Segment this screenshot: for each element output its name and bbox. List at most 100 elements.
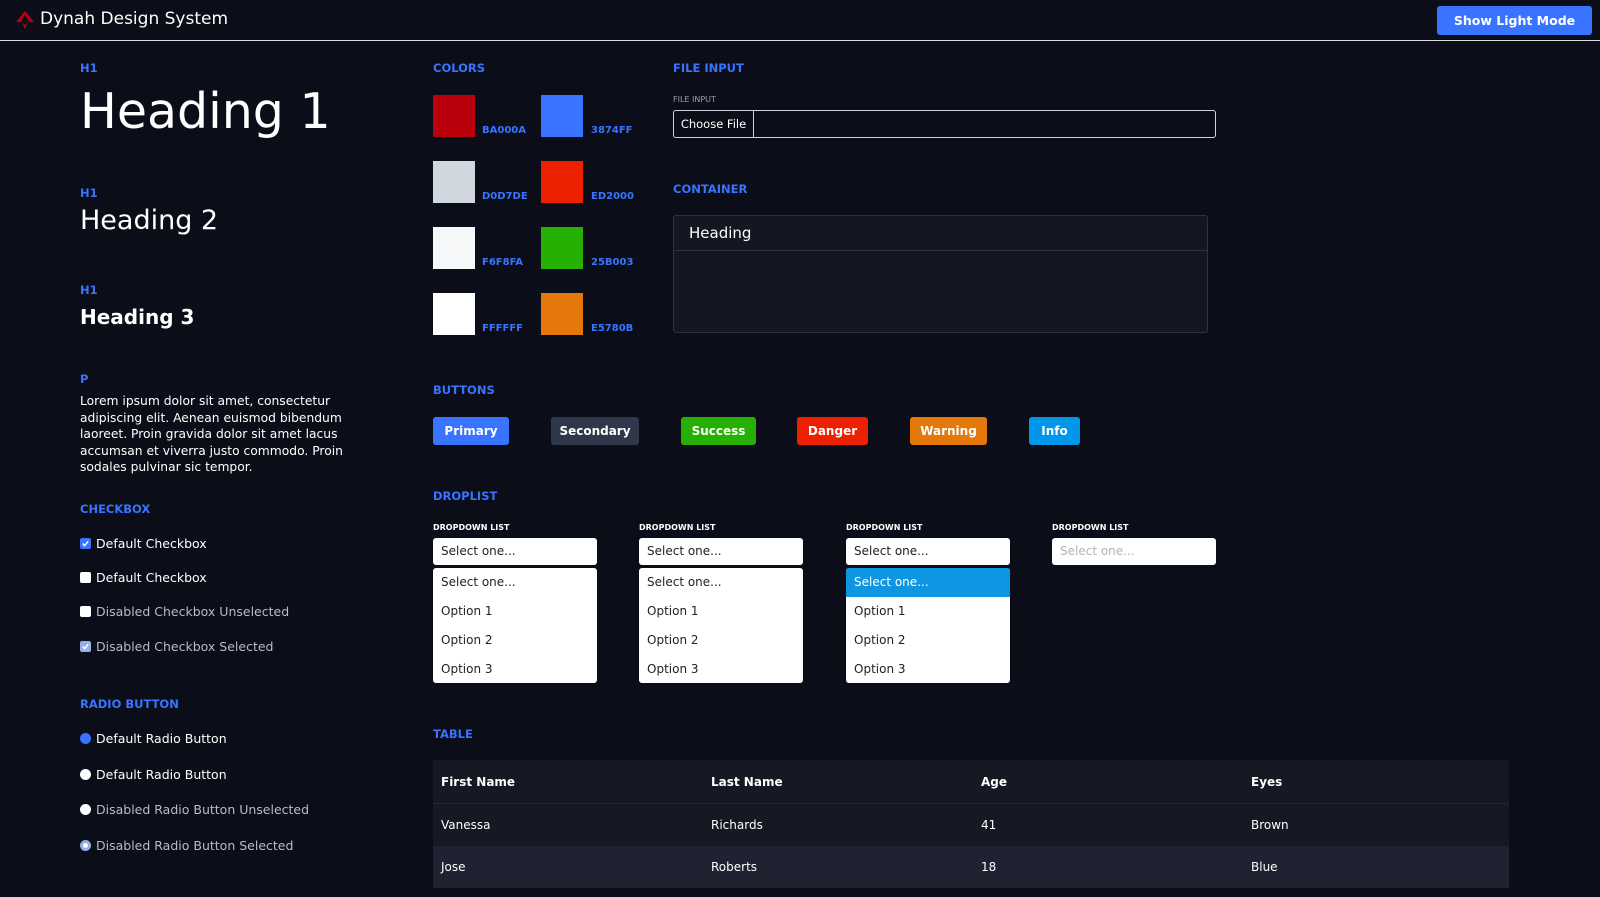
radio-label: Default Radio Button — [96, 731, 227, 746]
color-swatch-ba000a — [433, 95, 475, 137]
color-hex-label: BA000A — [482, 125, 526, 136]
color-swatch-f6f8fa — [433, 227, 475, 269]
dropdown-option[interactable]: Option 1 — [647, 604, 699, 618]
dropdown-select[interactable]: Select one... — [846, 538, 1010, 565]
checkbox-label: Default Checkbox — [96, 570, 207, 585]
h2-label: H1 — [80, 186, 98, 200]
dropdown-select[interactable]: Select one... — [639, 538, 803, 565]
table-header-cell: Eyes — [1243, 760, 1509, 804]
secondary-button[interactable]: Secondary — [551, 417, 639, 445]
dropdown-option[interactable]: Select one... — [441, 575, 516, 589]
success-button[interactable]: Success — [681, 417, 756, 445]
data-table: First Name Last Name Age Eyes Vanessa Ri… — [433, 760, 1509, 888]
dropdown-field-label: DROPDOWN LIST — [846, 523, 923, 532]
checkbox-unchecked-icon — [80, 606, 91, 617]
color-hex-label: E5780B — [591, 323, 634, 334]
primary-button[interactable]: Primary — [433, 417, 509, 445]
dropdown-field-label: DROPDOWN LIST — [433, 523, 510, 532]
buttons-section-label: BUTTONS — [433, 383, 495, 397]
table-header-cell: First Name — [433, 760, 703, 804]
dropdown-select[interactable]: Select one... — [433, 538, 597, 565]
info-button[interactable]: Info — [1029, 417, 1080, 445]
table-cell: Vanessa — [433, 803, 703, 846]
dropdown-option[interactable]: Option 3 — [441, 662, 493, 676]
color-hex-label: ED2000 — [591, 191, 634, 202]
table-header-cell: Last Name — [703, 760, 973, 804]
checkbox-label: Disabled Checkbox Unselected — [96, 604, 290, 619]
radio-label: Default Radio Button — [96, 767, 227, 782]
heading-2-sample: Heading 2 — [80, 205, 219, 236]
color-hex-label: FFFFFF — [482, 323, 523, 334]
radio-section-label: RADIO BUTTON — [80, 697, 179, 711]
checkbox-disabled-selected: Disabled Checkbox Selected — [80, 639, 273, 654]
table-row: Vanessa Richards 41 Brown — [433, 803, 1509, 846]
color-swatch-25b003 — [541, 227, 583, 269]
table-row: Jose Roberts 18 Blue — [433, 846, 1509, 888]
radio-disabled-unselected: Disabled Radio Button Unselected — [80, 802, 309, 817]
dropdown-option[interactable]: Option 2 — [854, 633, 906, 647]
table-section-label: TABLE — [433, 727, 473, 741]
dropdown-options: Select one... Option 1 Option 2 Option 3 — [639, 568, 803, 683]
checkbox-default-unchecked[interactable]: Default Checkbox — [80, 570, 207, 585]
color-swatch-e5780b — [541, 293, 583, 335]
table-cell: Roberts — [703, 846, 973, 888]
dropdown-option[interactable]: Select one... — [647, 575, 722, 589]
dropdown-option-selected[interactable]: Select one... — [846, 568, 1010, 597]
logo-icon — [16, 11, 34, 29]
color-hex-label: 3874FF — [591, 125, 633, 136]
table-cell: 41 — [973, 803, 1243, 846]
radio-default-selected[interactable]: Default Radio Button — [80, 731, 227, 746]
dropdown-option[interactable]: Option 1 — [441, 604, 493, 618]
dropdown-option[interactable]: Option 2 — [441, 633, 493, 647]
dropdown-field-label: DROPDOWN LIST — [1052, 523, 1129, 532]
paragraph-label: P — [80, 372, 89, 386]
show-light-mode-button[interactable]: Show Light Mode — [1437, 6, 1592, 35]
checkbox-label: Disabled Checkbox Selected — [96, 639, 274, 654]
colors-section-label: COLORS — [433, 61, 486, 75]
checkbox-default-checked[interactable]: Default Checkbox — [80, 536, 207, 551]
heading-1-sample: Heading 1 — [80, 83, 331, 140]
table-cell: Richards — [703, 803, 973, 846]
dropdown-option[interactable]: Option 1 — [854, 604, 906, 618]
dropdown-options: Select one... Option 1 Option 2 Option 3 — [846, 568, 1010, 683]
dropdown-options: Select one... Option 1 Option 2 Option 3 — [433, 568, 597, 683]
checkbox-label: Default Checkbox — [96, 536, 207, 551]
color-hex-label: 25B003 — [591, 257, 634, 268]
dropdown-option[interactable]: Option 3 — [647, 662, 699, 676]
color-swatch-ed2000 — [541, 161, 583, 203]
table-header-cell: Age — [973, 760, 1243, 804]
droplist-section-label: DROPLIST — [433, 489, 498, 503]
container-card: Heading — [673, 215, 1208, 333]
checkbox-checked-icon[interactable] — [80, 538, 91, 549]
file-input-section-label: FILE INPUT — [673, 61, 744, 75]
dropdown-option[interactable]: Option 3 — [854, 662, 906, 676]
color-hex-label: F6F8FA — [482, 257, 524, 268]
checkbox-checked-icon — [80, 641, 91, 652]
radio-unselected-icon[interactable] — [80, 769, 91, 780]
radio-disabled-selected: Disabled Radio Button Selected — [80, 838, 293, 853]
top-bar: Dynah Design System Show Light Mode — [0, 0, 1600, 41]
radio-selected-icon — [80, 840, 91, 851]
color-swatch-3874ff — [541, 95, 583, 137]
warning-button[interactable]: Warning — [910, 417, 987, 445]
table-header-row: First Name Last Name Age Eyes — [433, 760, 1509, 804]
radio-label: Disabled Radio Button Selected — [96, 838, 294, 853]
file-input[interactable]: Choose File — [673, 110, 1216, 138]
dropdown-select-disabled: Select one... — [1052, 538, 1216, 565]
radio-label: Disabled Radio Button Unselected — [96, 802, 310, 817]
checkbox-unchecked-icon[interactable] — [80, 572, 91, 583]
danger-button[interactable]: Danger — [797, 417, 868, 445]
checkbox-section-label: CHECKBOX — [80, 502, 151, 516]
h1-label: H1 — [80, 61, 98, 75]
dropdown-field-label: DROPDOWN LIST — [639, 523, 716, 532]
color-swatch-ffffff — [433, 293, 475, 335]
dropdown-option[interactable]: Option 2 — [647, 633, 699, 647]
paragraph-sample: Lorem ipsum dolor sit amet, consectetur … — [80, 394, 343, 475]
choose-file-button[interactable]: Choose File — [674, 111, 754, 137]
app-title: Dynah Design System — [40, 9, 229, 29]
table-cell: Brown — [1243, 803, 1509, 846]
radio-unselected-icon — [80, 804, 91, 815]
radio-selected-icon[interactable] — [80, 733, 91, 744]
radio-default-unselected[interactable]: Default Radio Button — [80, 767, 227, 782]
file-input-field-label: FILE INPUT — [673, 95, 716, 104]
